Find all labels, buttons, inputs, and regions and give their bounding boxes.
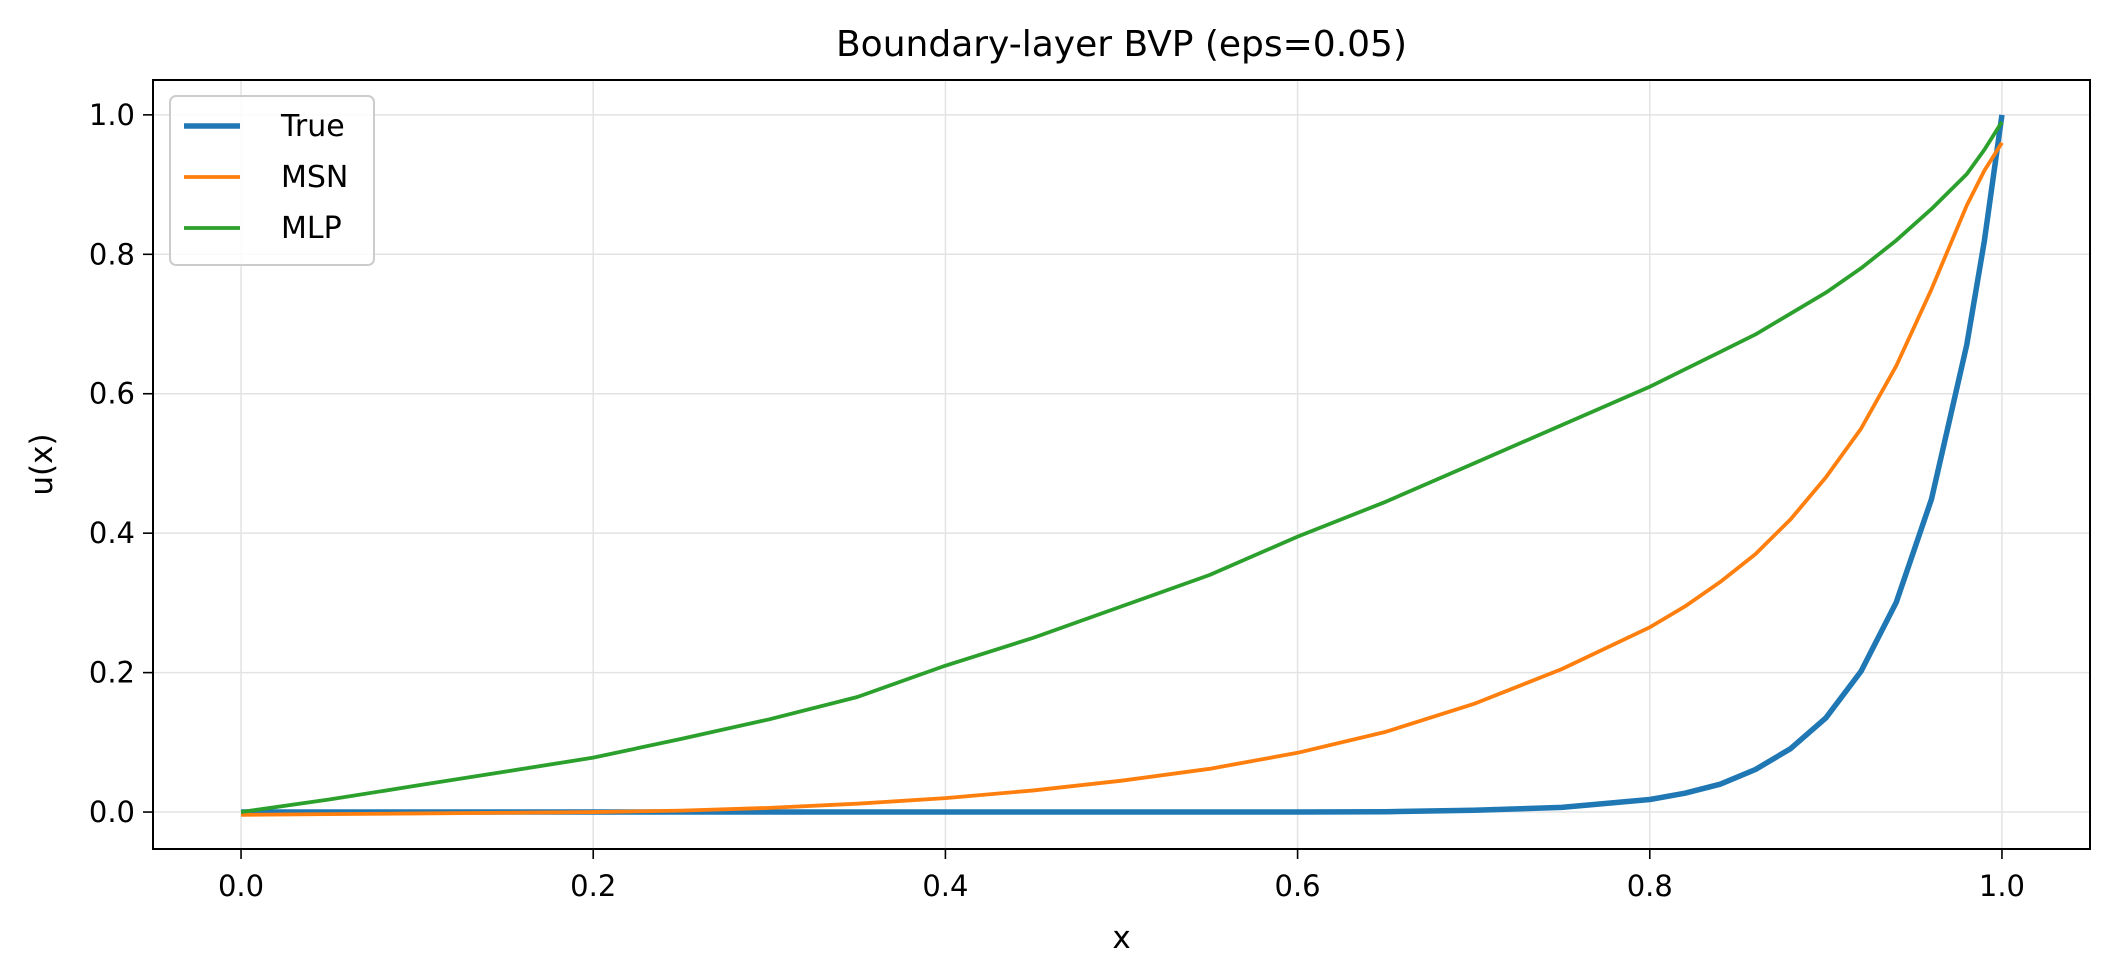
x-tick-label: 0.6 — [1275, 869, 1321, 903]
y-tick-label: 0.6 — [89, 377, 135, 411]
plot-frame — [152, 79, 2091, 850]
chart-title: Boundary-layer BVP (eps=0.05) — [836, 24, 1407, 65]
ticks: 0.0 0.2 0.4 0.6 0.8 1.0 0.0 0.2 0.4 0.6 0.8 1.0 — [89, 98, 2025, 903]
series-line-msn — [241, 141, 2004, 817]
series-line-true — [241, 114, 2005, 815]
legend-label: True — [280, 109, 345, 144]
x-tick-label: 0.2 — [570, 869, 616, 903]
y-axis-label: u(x) — [24, 433, 60, 495]
series-line-mlp — [240, 120, 2004, 814]
legend-label: MLP — [281, 211, 342, 246]
series-layer — [240, 114, 2005, 817]
y-tick-label: 0.8 — [89, 237, 135, 271]
y-tick-label: 0.4 — [89, 516, 135, 550]
x-tick-label: 0.0 — [218, 869, 264, 903]
grid — [153, 80, 2090, 849]
x-tick-label: 0.8 — [1627, 869, 1673, 903]
y-tick-label: 0.0 — [89, 795, 135, 829]
y-tick-label: 0.2 — [89, 656, 135, 690]
legend-label: MSN — [281, 160, 348, 195]
y-tick-label: 1.0 — [89, 98, 135, 132]
legend: True MSN MLP — [169, 95, 375, 266]
legend-box — [169, 95, 375, 266]
x-tick-label: 0.4 — [922, 869, 968, 903]
x-axis-label: x — [1112, 920, 1130, 956]
x-tick-label: 1.0 — [1979, 869, 2025, 903]
